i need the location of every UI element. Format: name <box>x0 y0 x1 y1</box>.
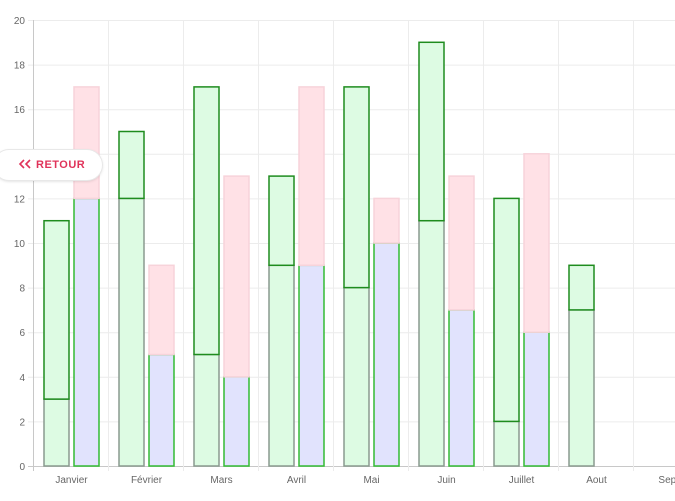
x-tick-label: Juillet <box>509 475 535 486</box>
double-chevron-left-icon <box>18 158 32 172</box>
bar-segment <box>448 309 475 467</box>
bar-segment <box>118 197 145 467</box>
bar-segment <box>298 264 325 467</box>
retour-label: RETOUR <box>36 159 86 171</box>
bar-segment <box>148 353 175 467</box>
bar-segment <box>523 153 550 333</box>
bar-segment <box>568 309 595 467</box>
y-tick-label: 4 <box>19 373 25 384</box>
y-tick-label: 12 <box>14 194 26 205</box>
x-tick-label: Janvier <box>55 475 88 486</box>
y-tick-label: 20 <box>14 16 26 27</box>
x-tick-label: Mai <box>363 475 379 486</box>
x-axis-tick-labels: Janvier Février Mars Avril Mai Juin Juillet Aou… <box>55 475 675 486</box>
bar-segment <box>43 398 70 467</box>
bar-segment <box>373 242 400 467</box>
x-tick-label: Février <box>131 475 163 486</box>
bar-segment <box>493 420 520 467</box>
bar-segment <box>523 331 550 467</box>
y-tick-label: 18 <box>14 61 26 72</box>
bar-segment <box>343 86 370 289</box>
y-tick-label: 0 <box>19 462 25 473</box>
y-axis-tick-labels: 02468101214161820 <box>14 16 26 473</box>
bar-segment <box>268 175 295 267</box>
bar-segment <box>493 197 520 423</box>
bar-segment <box>223 376 250 467</box>
bar-segment <box>418 41 445 222</box>
y-tick-label: 2 <box>19 417 25 428</box>
bar-segment <box>73 197 100 467</box>
x-tick-label: Septe <box>658 475 675 486</box>
bar-segment <box>418 219 445 467</box>
bar-segment <box>43 219 70 400</box>
bar-segment <box>343 286 370 467</box>
retour-button[interactable]: RETOUR <box>0 150 102 180</box>
x-tick-label: Mars <box>210 475 232 486</box>
bar-segment <box>448 175 475 311</box>
bar-segment <box>223 175 250 378</box>
y-tick-label: 10 <box>14 239 26 250</box>
bar-segment <box>73 86 100 200</box>
x-tick-label: Aout <box>586 475 607 486</box>
x-tick-label: Juin <box>437 475 455 486</box>
bar-segment <box>373 197 400 244</box>
y-tick-label: 8 <box>19 284 25 295</box>
bar-segment <box>298 86 325 267</box>
bar-segment <box>568 264 595 311</box>
x-tick-label: Avril <box>287 475 306 486</box>
bar-segment <box>268 264 295 467</box>
bar-segment <box>193 86 220 356</box>
chart-bars <box>43 41 595 467</box>
bar-segment <box>193 353 220 467</box>
y-tick-label: 16 <box>14 105 26 116</box>
y-tick-label: 6 <box>19 328 25 339</box>
bar-segment <box>148 264 175 356</box>
bar-segment <box>118 130 145 200</box>
